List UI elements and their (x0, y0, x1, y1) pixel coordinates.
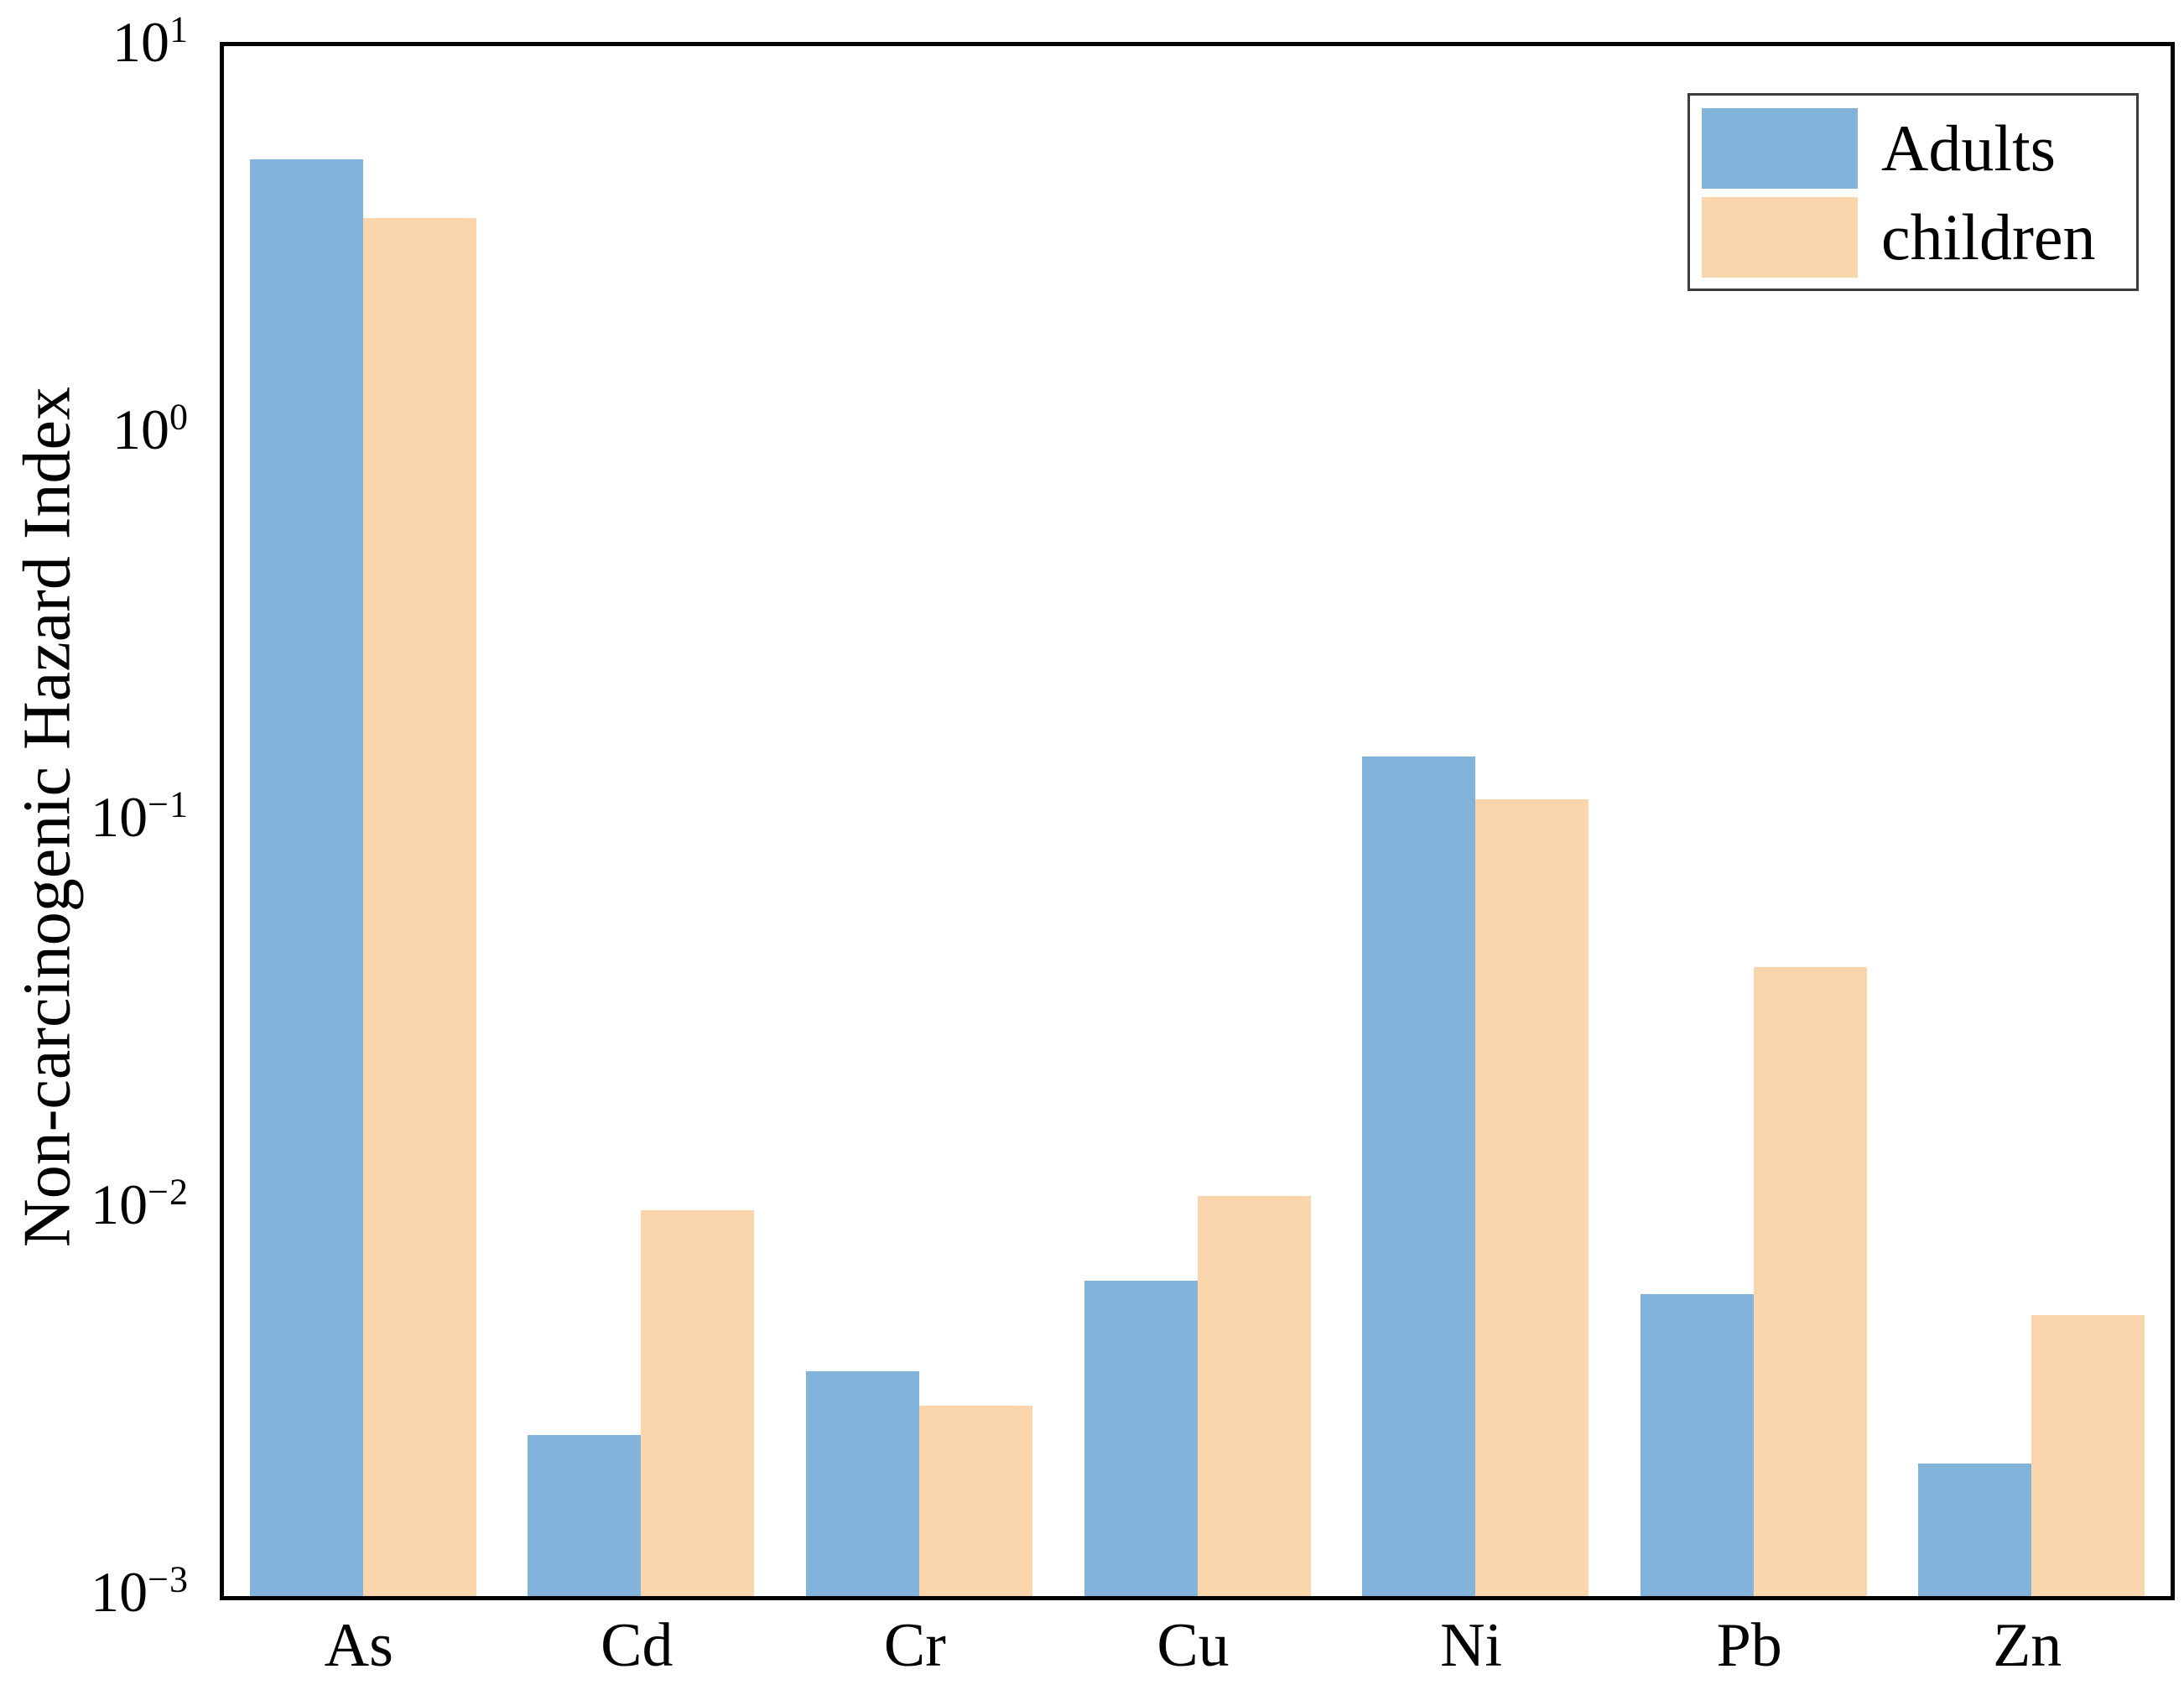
bar-adults-cu (1084, 1281, 1198, 1596)
bar-adults-pb (1641, 1294, 1754, 1596)
x-tick-label-ni: Ni (1440, 1611, 1503, 1680)
legend-item-children: children (1702, 197, 2096, 278)
plot-area (220, 42, 2175, 1600)
legend-swatch-adults (1702, 108, 1858, 189)
x-tick-label-pb: Pb (1716, 1611, 1782, 1680)
x-tick-label-cr: Cr (883, 1611, 946, 1680)
x-tick-label-zn: Zn (1993, 1611, 2062, 1680)
legend-label-adults: Adults (1881, 112, 2057, 185)
bar-adults-zn (1918, 1464, 2031, 1596)
bar-adults-ni (1362, 757, 1475, 1596)
bar-children-cu (1198, 1196, 1311, 1596)
bar-children-cr (919, 1406, 1032, 1596)
x-tick-label-as: As (324, 1611, 393, 1680)
legend-label-children: children (1881, 200, 2096, 273)
bar-children-pb (1754, 967, 1867, 1596)
legend-item-adults: Adults (1702, 108, 2056, 189)
bar-adults-cr (806, 1371, 919, 1596)
y-tick-label-10e1: 101 (112, 8, 189, 74)
y-tick-label-10e−1: 10−1 (91, 783, 189, 849)
bar-children-ni (1475, 799, 1589, 1596)
y-tick-label-10e0: 100 (112, 396, 189, 461)
bar-adults-cd (528, 1435, 641, 1596)
x-tick-label-cu: Cu (1157, 1611, 1230, 1680)
legend: Adults children (1687, 93, 2139, 291)
y-tick-label-10e−2: 10−2 (91, 1171, 189, 1236)
y-tick-label-10e−3: 10−3 (91, 1558, 189, 1624)
x-tick-label-cd: Cd (601, 1611, 673, 1680)
legend-swatch-children (1702, 197, 1858, 278)
bar-children-as (363, 218, 476, 1596)
bar-children-cd (641, 1210, 754, 1596)
bar-children-zn (2031, 1315, 2145, 1596)
bar-adults-as (250, 159, 363, 1596)
